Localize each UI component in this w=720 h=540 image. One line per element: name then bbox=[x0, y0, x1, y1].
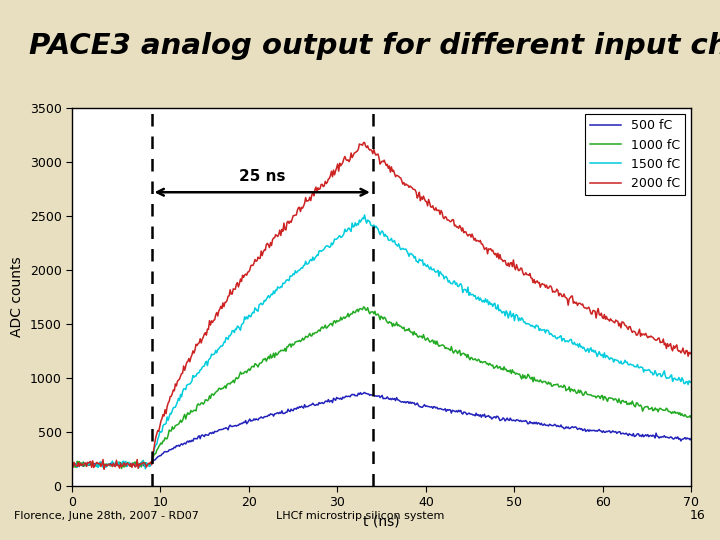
1500 fC bbox=[179, 388, 187, 395]
1500 fC bbox=[68, 462, 76, 468]
Y-axis label: ADC counts: ADC counts bbox=[10, 256, 24, 338]
1500 fC bbox=[435, 273, 444, 280]
2000 fC bbox=[68, 461, 76, 468]
Legend: 500 fC, 1000 fC, 1500 fC, 2000 fC: 500 fC, 1000 fC, 1500 fC, 2000 fC bbox=[585, 114, 685, 195]
500 fC bbox=[435, 406, 444, 412]
Line: 2000 fC: 2000 fC bbox=[72, 143, 691, 469]
1000 fC bbox=[435, 343, 444, 349]
2000 fC bbox=[435, 207, 444, 213]
500 fC bbox=[536, 421, 544, 428]
Text: LHCf microstrip silicon system: LHCf microstrip silicon system bbox=[276, 511, 444, 521]
2000 fC bbox=[687, 349, 696, 356]
1000 fC bbox=[117, 465, 126, 472]
500 fC bbox=[349, 392, 358, 398]
Text: 25 ns: 25 ns bbox=[239, 168, 285, 184]
2000 fC bbox=[179, 370, 187, 376]
2000 fC bbox=[360, 139, 369, 146]
1500 fC bbox=[228, 327, 237, 334]
Line: 1500 fC: 1500 fC bbox=[72, 215, 691, 469]
Text: PACE3 analog output for different input charge: PACE3 analog output for different input … bbox=[29, 32, 720, 60]
500 fC bbox=[179, 442, 187, 448]
X-axis label: t (ns): t (ns) bbox=[364, 515, 400, 529]
500 fC bbox=[687, 435, 696, 442]
1000 fC bbox=[687, 415, 696, 421]
1500 fC bbox=[536, 326, 544, 332]
2000 fC bbox=[228, 291, 237, 297]
1500 fC bbox=[360, 212, 369, 218]
2000 fC bbox=[536, 284, 544, 291]
Text: Florence, June 28th, 2007 - RD07: Florence, June 28th, 2007 - RD07 bbox=[14, 511, 199, 521]
1000 fC bbox=[68, 461, 76, 468]
1500 fC bbox=[687, 379, 696, 385]
500 fC bbox=[228, 423, 237, 430]
1000 fC bbox=[228, 379, 237, 385]
500 fC bbox=[483, 413, 492, 420]
500 fC bbox=[68, 460, 76, 466]
1000 fC bbox=[349, 308, 358, 315]
2000 fC bbox=[100, 466, 109, 472]
1500 fC bbox=[483, 297, 492, 303]
500 fC bbox=[73, 463, 81, 470]
1500 fC bbox=[349, 224, 358, 230]
Line: 500 fC: 500 fC bbox=[72, 393, 691, 467]
1000 fC bbox=[536, 376, 544, 383]
2000 fC bbox=[349, 152, 358, 159]
Text: 16: 16 bbox=[690, 509, 706, 522]
500 fC bbox=[360, 389, 369, 396]
1000 fC bbox=[179, 417, 187, 424]
Line: 1000 fC: 1000 fC bbox=[72, 307, 691, 469]
1000 fC bbox=[483, 360, 492, 367]
2000 fC bbox=[483, 251, 492, 257]
1500 fC bbox=[141, 465, 150, 472]
1000 fC bbox=[359, 303, 368, 310]
